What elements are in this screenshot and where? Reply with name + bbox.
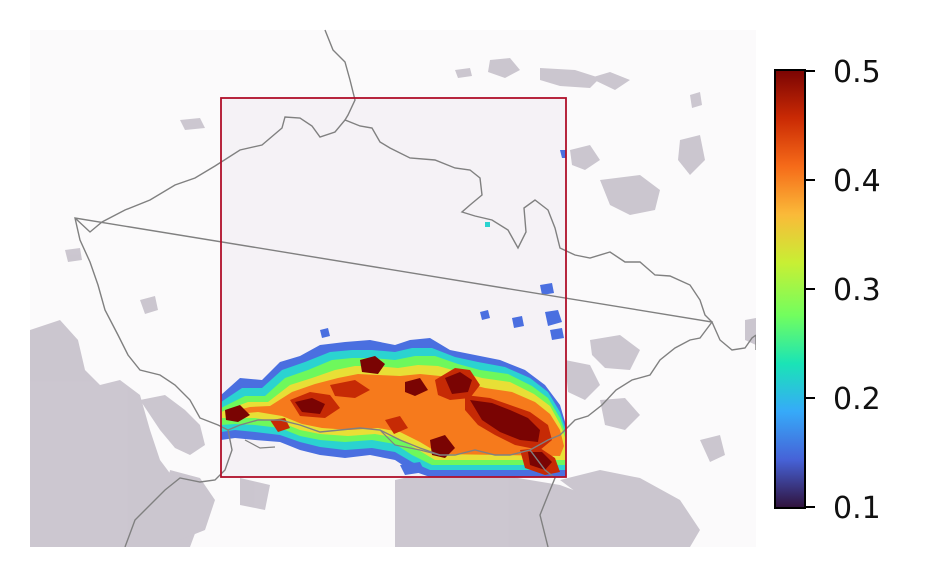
colorbar-gradient xyxy=(774,69,806,509)
colorbar-ticks xyxy=(805,70,815,508)
border-inner xyxy=(244,429,441,456)
colorbar-tick-label: 0.2 xyxy=(833,382,881,417)
colorbar-tick-label: 0.3 xyxy=(833,273,881,308)
border-south-center xyxy=(529,449,556,547)
colorbar-tick-label: 0.5 xyxy=(833,55,881,90)
border-north xyxy=(324,29,356,121)
border-south-west xyxy=(124,429,233,547)
domain-box xyxy=(220,97,567,478)
colorbar-tick-label: 0.1 xyxy=(833,491,881,526)
precipitation-field xyxy=(221,150,566,477)
country-border xyxy=(74,116,756,456)
colorbar: 0.5 0.4 0.3 0.2 0.1 xyxy=(774,55,881,526)
outside-cloud-layer xyxy=(30,58,756,547)
colorbar-tick-label: 0.4 xyxy=(833,164,881,199)
